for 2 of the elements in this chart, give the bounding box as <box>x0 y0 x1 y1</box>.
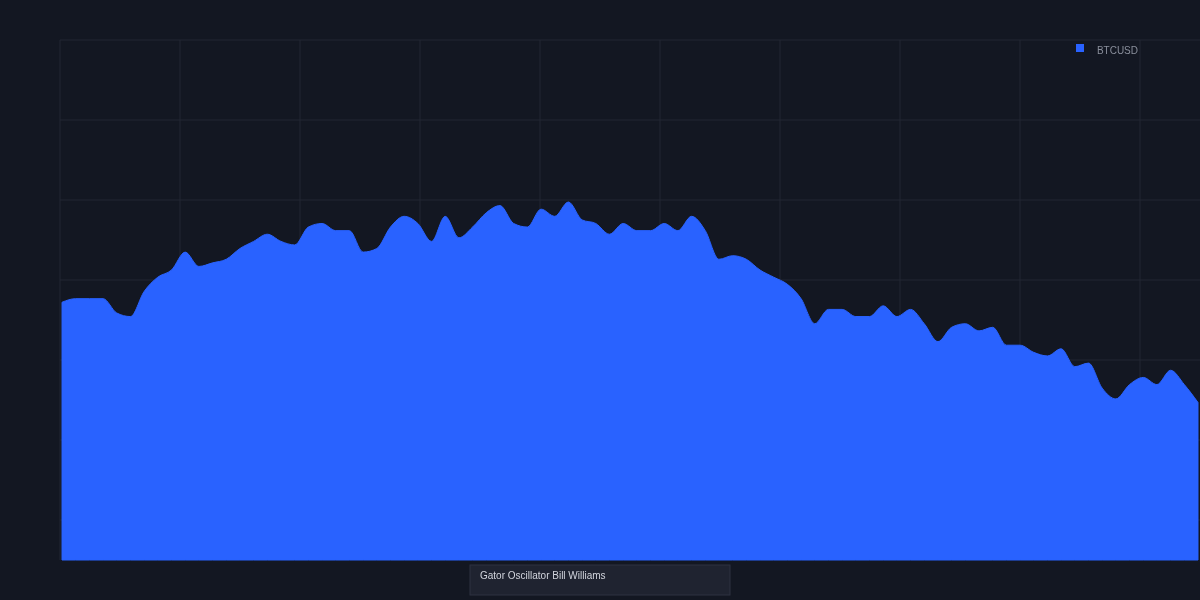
text: Gator Oscillator Bill Williams <box>480 569 606 581</box>
legend-label: BTCUSD <box>1096 44 1138 56</box>
